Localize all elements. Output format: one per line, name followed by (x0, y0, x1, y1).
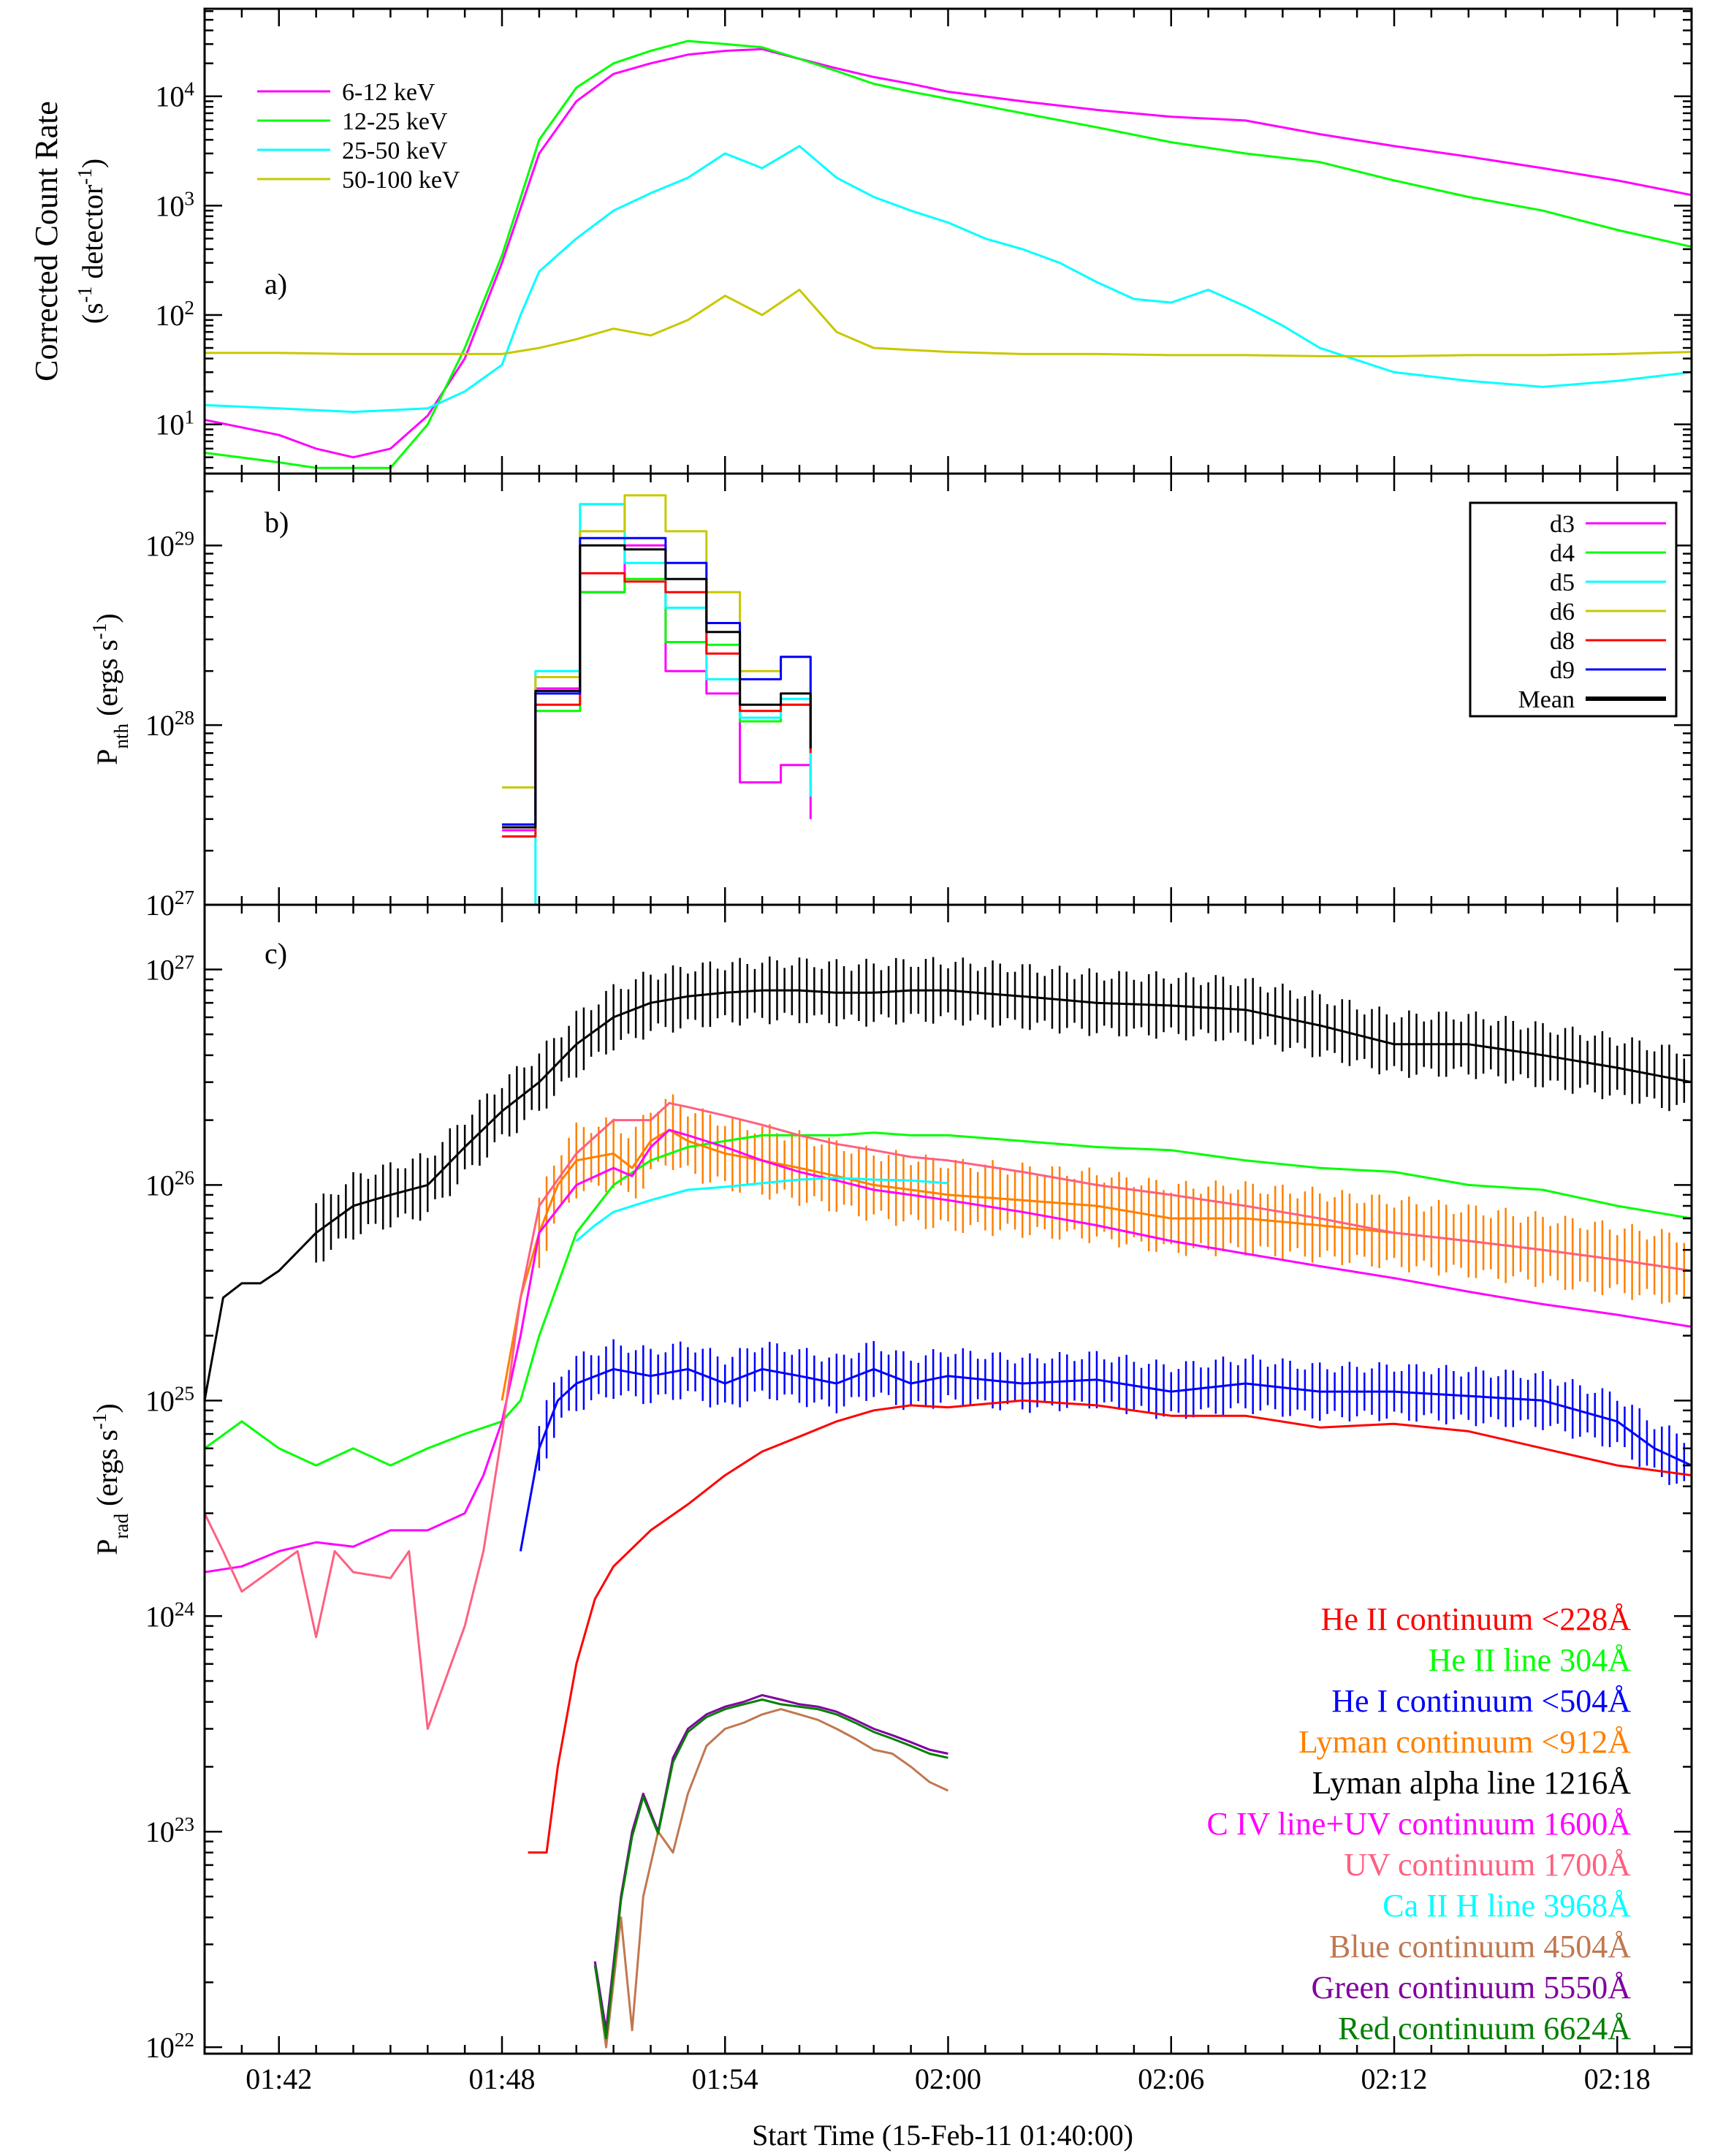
series-line (519, 1367, 1692, 1552)
legend-label: 50-100 keV (342, 167, 460, 194)
series-line (205, 989, 1692, 1401)
series-line (593, 1698, 948, 2040)
legend-label: Blue continuum 4504Å (1329, 1929, 1631, 1965)
plot-area (205, 956, 1692, 2049)
series-line (205, 1101, 1692, 1730)
legend-label: 25-50 keV (342, 137, 448, 164)
panel-label: c) (265, 937, 287, 970)
y-tick-label: 1028 (145, 707, 194, 742)
series-line-d9 (502, 536, 812, 826)
y-tick-label: 1027 (145, 887, 194, 922)
x-tick-label: 01:48 (468, 2062, 535, 2095)
plot-area (205, 39, 1692, 469)
y-tick-label: 102 (155, 297, 194, 332)
y-tick-label: 1024 (145, 1598, 195, 1633)
series-line (205, 39, 1692, 469)
legend-label: Lyman alpha line 1216Å (1312, 1765, 1631, 1801)
legend-label: d6 (1550, 599, 1575, 626)
y-tick-label: 1023 (145, 1813, 194, 1848)
legend-label: Ca II H line 3968Å (1382, 1888, 1631, 1924)
series-line (528, 1399, 1692, 1854)
legend-label: He II continuum <228Å (1321, 1601, 1632, 1637)
series-line-d3 (502, 544, 812, 832)
y-tick-label: 101 (155, 406, 194, 441)
series-line (205, 1128, 1692, 1574)
series-line-d4 (502, 577, 812, 826)
panel-a-count-rate: 101 102 103 104 a) Corrected Count Rate (s-1 d… (28, 7, 1693, 475)
legend-label: UV continuum 1700Å (1344, 1847, 1631, 1883)
x-tick-label: 02:00 (915, 2062, 981, 2095)
legend-label: Mean (1518, 686, 1575, 713)
series-line (593, 1693, 948, 2032)
legend-label: Lyman continuum <912Å (1298, 1724, 1631, 1760)
panel-label: b) (265, 506, 289, 539)
y-axis-unit: (s-1 detector-1) (74, 159, 109, 324)
legend-label: Red continuum 6624Å (1338, 2011, 1631, 2046)
legend-label: C IV line+UV continuum 1600Å (1206, 1806, 1631, 1842)
plot-area (502, 494, 812, 905)
y-tick-label: 1026 (145, 1166, 194, 1202)
y-tick-label: 104 (155, 78, 194, 113)
legend-label: He II line 304Å (1429, 1642, 1632, 1678)
panel-label: a) (265, 267, 287, 300)
y-tick-label: 103 (155, 187, 194, 222)
series-line (593, 1708, 949, 2049)
legend-label: d8 (1550, 628, 1575, 655)
x-axis-title: Start Time (15-Feb-11 01:40:00) (752, 2119, 1133, 2152)
legend-label: d9 (1550, 657, 1575, 684)
series-line-d6 (502, 494, 812, 789)
x-tick-label: 02:06 (1138, 2062, 1204, 2095)
legend-box (1469, 501, 1678, 718)
series-line-mean (502, 544, 812, 829)
y-axis-title: Corrected Count Rate (28, 101, 64, 382)
y-tick-label: 1022 (145, 2029, 194, 2064)
legend-label: d3 (1550, 511, 1575, 538)
x-tick-label: 02:12 (1361, 2062, 1427, 2095)
x-tick-label: 01:42 (246, 2062, 312, 2095)
y-tick-label: 1027 (145, 951, 194, 986)
legend-label: Green continuum 5550Å (1312, 1970, 1632, 2005)
series-line (205, 145, 1692, 414)
legend-label: 6-12 keV (342, 79, 435, 106)
y-axis-title: Prad (ergs s-1) (88, 1403, 132, 1555)
panel-c-radiated-power: 1022 1023 1024 1025 1026 1027 c) Prad (ergs s-1… (88, 903, 1693, 2095)
x-axis: Start Time (15-Feb-11 01:40:00) (752, 2119, 1133, 2152)
y-tick-label: 1025 (145, 1382, 194, 1417)
y-tick-label: 1029 (145, 527, 194, 562)
series-line (575, 1177, 948, 1242)
x-tick-label: 01:54 (692, 2062, 758, 2095)
legend-label: 12-25 keV (342, 108, 448, 135)
legend-label: He I continuum <504Å (1331, 1683, 1631, 1719)
legend-label: d5 (1550, 569, 1575, 596)
series-line (205, 1131, 1692, 1467)
series-line-d8 (502, 572, 812, 838)
series-line (501, 1128, 1692, 1401)
series-line (205, 289, 1692, 357)
legend-label: d4 (1550, 540, 1575, 567)
x-tick-label: 02:18 (1584, 2062, 1651, 2095)
y-axis-title: Pnth (ergs s-1) (88, 613, 132, 765)
plot-frame (203, 472, 1693, 906)
